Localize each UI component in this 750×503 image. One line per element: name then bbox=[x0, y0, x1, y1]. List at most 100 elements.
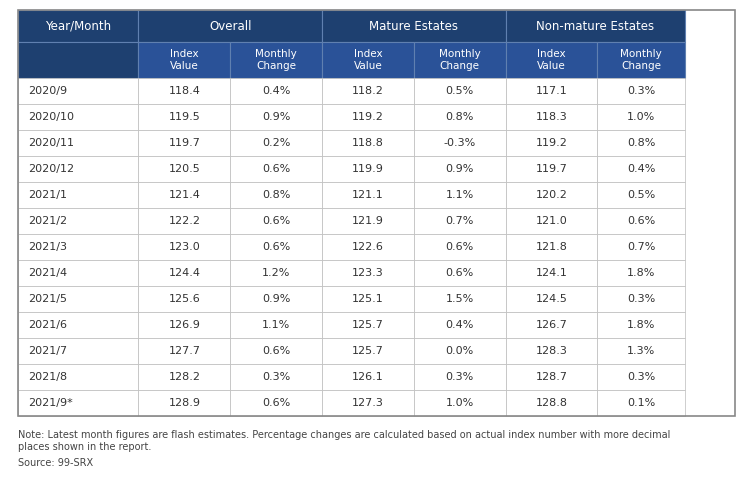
Bar bbox=[597, 42, 685, 78]
Text: 2020/11: 2020/11 bbox=[28, 138, 74, 148]
Text: 118.3: 118.3 bbox=[536, 112, 567, 122]
Bar bbox=[506, 364, 597, 390]
Text: 121.9: 121.9 bbox=[352, 216, 384, 226]
Bar bbox=[139, 130, 230, 156]
Bar bbox=[414, 156, 506, 182]
Text: 122.6: 122.6 bbox=[352, 242, 384, 252]
Bar bbox=[230, 234, 322, 260]
Bar bbox=[414, 312, 506, 338]
Text: 0.6%: 0.6% bbox=[446, 268, 474, 278]
Text: 119.7: 119.7 bbox=[536, 164, 568, 174]
Bar bbox=[414, 364, 506, 390]
Bar bbox=[597, 104, 685, 130]
Bar bbox=[322, 130, 414, 156]
Text: 0.1%: 0.1% bbox=[627, 398, 656, 408]
Bar bbox=[506, 42, 597, 78]
Text: Index
Value: Index Value bbox=[170, 49, 199, 71]
Text: 2020/10: 2020/10 bbox=[28, 112, 74, 122]
Text: 128.2: 128.2 bbox=[168, 372, 200, 382]
Text: 125.1: 125.1 bbox=[352, 294, 384, 304]
Bar bbox=[18, 78, 139, 104]
Bar bbox=[506, 286, 597, 312]
Text: 119.2: 119.2 bbox=[536, 138, 568, 148]
Text: 121.4: 121.4 bbox=[169, 190, 200, 200]
Text: 0.6%: 0.6% bbox=[627, 216, 656, 226]
Text: 2021/7: 2021/7 bbox=[28, 346, 68, 356]
Text: 0.6%: 0.6% bbox=[262, 346, 290, 356]
Text: Mature Estates: Mature Estates bbox=[369, 20, 458, 33]
Bar bbox=[414, 130, 506, 156]
Text: Monthly
Change: Monthly Change bbox=[255, 49, 297, 71]
Bar bbox=[230, 104, 322, 130]
Text: 2021/1: 2021/1 bbox=[28, 190, 67, 200]
Text: 2021/6: 2021/6 bbox=[28, 320, 67, 330]
Bar bbox=[597, 390, 685, 416]
Bar bbox=[139, 390, 230, 416]
Bar bbox=[18, 10, 139, 42]
Text: 123.0: 123.0 bbox=[169, 242, 200, 252]
Bar bbox=[230, 130, 322, 156]
Bar bbox=[414, 234, 506, 260]
Bar bbox=[18, 338, 139, 364]
Text: 125.7: 125.7 bbox=[352, 346, 384, 356]
Bar bbox=[506, 156, 597, 182]
Text: 1.2%: 1.2% bbox=[262, 268, 290, 278]
Text: 118.2: 118.2 bbox=[352, 86, 384, 96]
Text: 122.2: 122.2 bbox=[168, 216, 200, 226]
Text: 128.7: 128.7 bbox=[536, 372, 568, 382]
Bar bbox=[322, 42, 414, 78]
Bar bbox=[230, 312, 322, 338]
Text: Overall: Overall bbox=[209, 20, 251, 33]
Bar bbox=[597, 312, 685, 338]
Text: 0.6%: 0.6% bbox=[262, 398, 290, 408]
Bar bbox=[322, 286, 414, 312]
Text: 118.4: 118.4 bbox=[169, 86, 200, 96]
Bar bbox=[414, 104, 506, 130]
Text: 0.3%: 0.3% bbox=[446, 372, 474, 382]
Bar bbox=[414, 260, 506, 286]
Bar bbox=[506, 78, 597, 104]
Text: 0.4%: 0.4% bbox=[446, 320, 474, 330]
Text: 0.3%: 0.3% bbox=[627, 372, 656, 382]
Text: Year/Month: Year/Month bbox=[45, 20, 111, 33]
Text: 0.3%: 0.3% bbox=[262, 372, 290, 382]
Text: 2020/12: 2020/12 bbox=[28, 164, 74, 174]
Bar bbox=[18, 286, 139, 312]
Bar bbox=[139, 260, 230, 286]
Text: Source: 99-SRX: Source: 99-SRX bbox=[18, 458, 93, 468]
Bar bbox=[139, 364, 230, 390]
Text: 119.7: 119.7 bbox=[169, 138, 200, 148]
Bar bbox=[506, 104, 597, 130]
Text: 0.2%: 0.2% bbox=[262, 138, 290, 148]
Bar bbox=[18, 104, 139, 130]
Text: 0.8%: 0.8% bbox=[627, 138, 656, 148]
Bar bbox=[597, 78, 685, 104]
Bar bbox=[230, 182, 322, 208]
Bar bbox=[322, 234, 414, 260]
Bar bbox=[139, 338, 230, 364]
Bar bbox=[597, 364, 685, 390]
Bar bbox=[322, 104, 414, 130]
Bar bbox=[322, 260, 414, 286]
Text: 127.7: 127.7 bbox=[168, 346, 200, 356]
Bar bbox=[506, 260, 597, 286]
Bar bbox=[139, 10, 322, 42]
Text: 0.6%: 0.6% bbox=[262, 216, 290, 226]
Bar bbox=[322, 10, 506, 42]
Text: 121.1: 121.1 bbox=[352, 190, 384, 200]
Text: 121.0: 121.0 bbox=[536, 216, 567, 226]
Text: Index
Value: Index Value bbox=[537, 49, 566, 71]
Text: 1.8%: 1.8% bbox=[627, 320, 656, 330]
Text: 0.4%: 0.4% bbox=[262, 86, 290, 96]
Bar bbox=[230, 156, 322, 182]
Bar bbox=[597, 338, 685, 364]
Text: 0.6%: 0.6% bbox=[262, 164, 290, 174]
Bar bbox=[322, 78, 414, 104]
Text: Index
Value: Index Value bbox=[353, 49, 382, 71]
Bar bbox=[18, 10, 735, 416]
Text: Monthly
Change: Monthly Change bbox=[620, 49, 662, 71]
Bar bbox=[506, 312, 597, 338]
Text: 0.9%: 0.9% bbox=[262, 112, 290, 122]
Text: 127.3: 127.3 bbox=[352, 398, 384, 408]
Bar bbox=[139, 156, 230, 182]
